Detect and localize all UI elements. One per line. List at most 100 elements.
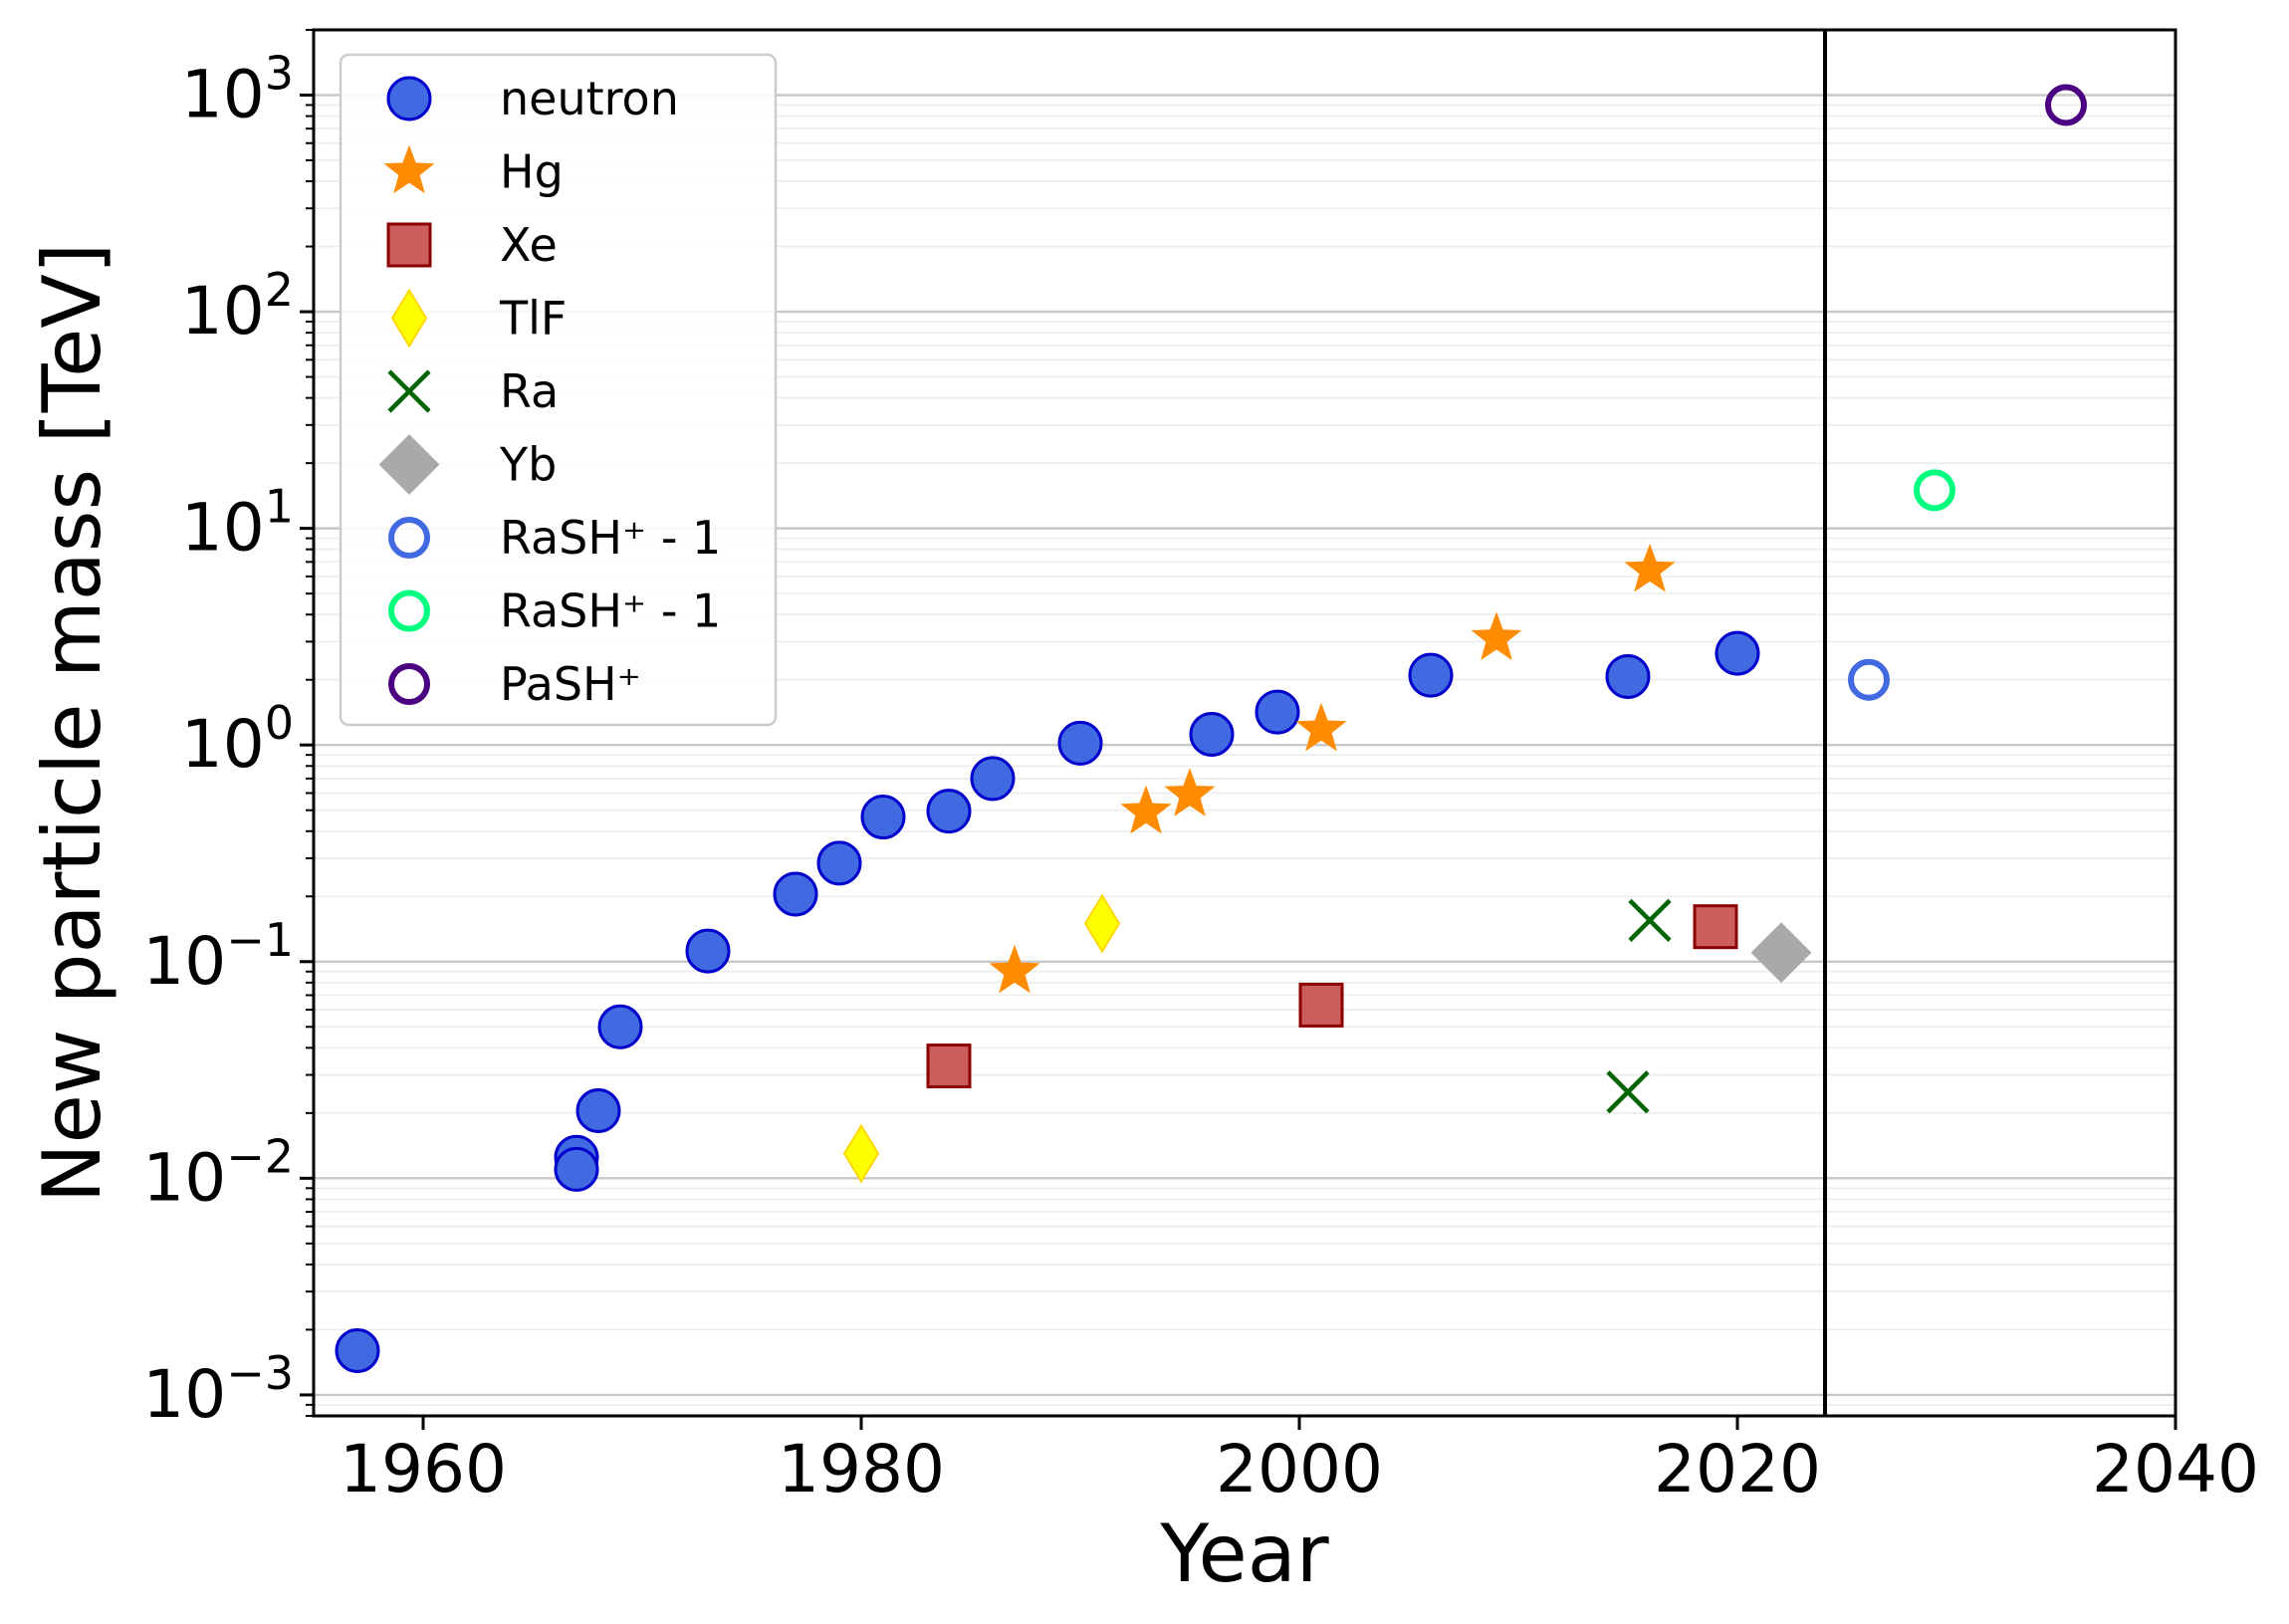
data-point [1471,611,1522,661]
data-point [1715,630,1760,676]
legend-label: Hg [500,145,564,199]
x-tick-label: 2020 [1654,1431,1821,1508]
data-point [860,795,906,840]
legend-box [339,53,778,727]
y-tick-exponent: −1 [226,913,294,967]
y-tick-base: 10 [142,1356,226,1433]
data-point [773,871,818,917]
data-point [1189,711,1235,757]
x-tick-label: 2040 [2092,1431,2259,1508]
series-pash--8 [2045,84,2087,126]
y-tick-base: 10 [142,923,226,1000]
legend-entry: Ra [387,364,559,418]
y-tick-base: 10 [181,273,265,349]
legend-marker [383,144,435,194]
data-point [1605,653,1651,699]
data-point [1164,768,1216,816]
legend-label: neutron [500,72,679,125]
data-point [1628,898,1672,942]
data-point [926,789,972,834]
series-tlf-3 [842,893,1121,1184]
legend-marker [378,434,440,495]
x-tick-label: 1960 [340,1431,507,1508]
x-tick-label: 1980 [778,1431,945,1508]
data-point [597,1004,643,1049]
legend-marker [386,222,432,268]
y-tick-base: 10 [142,1139,226,1216]
series-hg-1 [989,543,1676,994]
data-point [926,1044,972,1089]
series-rash-1-6 [1848,658,1890,701]
axis-tick-labels: 1960 1980 2000 2020 204010−310−210−110010110… [142,46,2259,1508]
data-point [1693,904,1738,950]
data-point [335,1328,380,1374]
legend-entry: Xe [386,218,558,272]
legend-label: RaSH⁺ - 1 [500,584,721,638]
data-point [1914,469,1955,512]
data-point [575,1088,621,1134]
y-tick-label: 10−2 [142,1129,294,1216]
legend-label: RaSH⁺ - 1 [500,511,721,565]
x-stroke [1628,898,1672,942]
data-point [2045,84,2087,126]
x-stroke [1606,1070,1650,1114]
data-point [554,1146,599,1192]
axis-ticks [300,29,2177,1430]
legend-label: Ra [500,364,559,418]
data-point [685,928,731,974]
x-axis-title: Year [1159,1508,1328,1600]
legend-entry: Hg [383,144,564,199]
data-point [816,840,862,886]
y-tick-label: 103 [181,46,294,132]
data-point [1255,689,1300,735]
series-xe-2 [926,904,1738,1089]
legend-marker [387,369,431,413]
legend-label: Xe [500,218,558,272]
y-tick-exponent: 0 [265,696,294,750]
legend-marker [388,589,430,632]
x-tick-label: 2000 [1216,1431,1383,1508]
data-points [335,84,2087,1374]
y-tick-base: 10 [181,56,265,132]
legend-entry: TlF [390,288,567,348]
series-neutron-0 [335,630,1760,1374]
legend-marker [390,288,428,348]
y-tick-label: 100 [181,696,294,783]
y-tick-exponent: −2 [226,1129,294,1183]
legend-label: TlF [499,292,567,346]
data-point [1057,720,1103,766]
data-point [970,756,1016,802]
legend-entry: neutron [386,72,679,125]
y-tick-exponent: 1 [265,480,294,534]
data-point [1120,785,1172,834]
series-rash-1-7 [1914,469,1955,512]
x-stroke [387,369,431,413]
legend-label: PaSH⁺ [500,657,641,711]
legend-marker [388,517,430,559]
data-point [1298,982,1344,1028]
series-ra-4 [1606,898,1672,1114]
data-point [1848,658,1890,701]
data-point [1750,922,1812,984]
y-tick-exponent: 3 [265,46,294,100]
data-point [1408,652,1454,698]
y-tick-label: 10−1 [142,913,294,1000]
data-point [1295,702,1347,752]
y-tick-base: 10 [181,490,265,567]
legend-entry: RaSH⁺ - 1 [388,584,721,638]
data-point [842,1123,880,1184]
legend-label: Yb [499,438,557,492]
data-point [1624,543,1676,592]
y-tick-exponent: −3 [226,1346,294,1400]
legend-entry: PaSH⁺ [388,657,641,711]
plot-frame [312,28,2177,1418]
data-point [989,944,1040,994]
y-tick-base: 10 [181,706,265,783]
series-yb-5 [1750,922,1812,984]
legend-marker [388,663,430,705]
legend-entry: Yb [378,434,557,495]
y-tick-exponent: 2 [265,263,294,317]
legend: neutron Hg Xe TlF Ra Yb RaSH⁺ - 1 RaSH⁺ - 1 PaSH… [339,53,778,727]
legend-entry: RaSH⁺ - 1 [388,511,721,565]
